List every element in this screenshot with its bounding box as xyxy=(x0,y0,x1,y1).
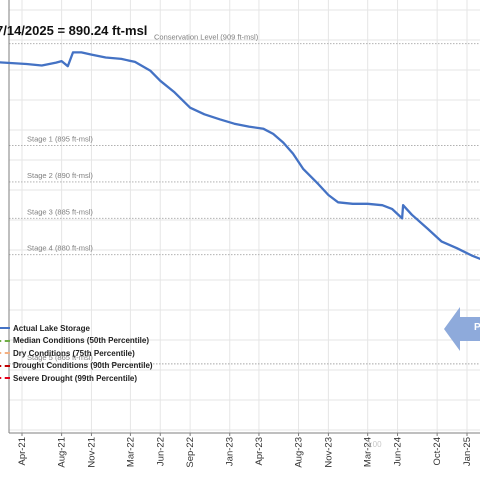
x-tick-label: Apr-21 xyxy=(17,437,28,466)
series-layer xyxy=(0,51,480,261)
watermark: 3:00 xyxy=(366,440,382,449)
legend-swatch-median xyxy=(0,339,10,342)
legend-swatch-drought xyxy=(0,364,10,367)
chart-title: 7/14/2025 = 890.24 ft-msl xyxy=(0,23,148,38)
x-tick-label: Mar-22 xyxy=(125,437,136,467)
reference-line-label: Stage 5 (865 ft-msl) xyxy=(27,353,93,362)
reference-line-label: Stage 4 (880 ft-msl) xyxy=(27,244,93,253)
x-tick-labels: Apr-21 Aug-21 Nov-21 Mar-22 Jun-22 Sep-22 Jan-… xyxy=(17,433,473,468)
x-tick-label: Sep-22 xyxy=(185,437,196,468)
axes xyxy=(8,0,480,434)
legend-item-severe: Severe Drought (99th Percentile) xyxy=(0,372,153,385)
x-tick-label: Aug-21 xyxy=(57,437,68,468)
reference-line-label: Stage 2 (890 ft-msl) xyxy=(27,171,93,180)
x-tick-label: Oct-24 xyxy=(432,437,443,466)
legend-label-actual: Actual Lake Storage xyxy=(13,323,90,333)
x-tick-label: Jun-22 xyxy=(155,437,166,466)
legend-swatch-actual xyxy=(0,327,10,330)
reference-line-label: Stage 3 (885 ft-msl) xyxy=(27,207,93,216)
x-tick-label: Jan-23 xyxy=(225,437,236,466)
reference-line-label: Stage 1 (895 ft-msl) xyxy=(27,135,93,144)
legend-item-median: Median Conditions (50th Percentile) xyxy=(0,335,153,348)
x-tick-label: Apr-23 xyxy=(254,437,265,466)
legend-swatch-dry xyxy=(0,352,10,355)
x-tick-label: Aug-23 xyxy=(294,437,305,468)
arrow-button-label: P xyxy=(474,322,480,333)
x-tick-label: Nov-21 xyxy=(86,437,97,468)
legend-label-severe: Severe Drought (99th Percentile) xyxy=(13,373,138,383)
legend-item-drought: Drought Conditions (90th Percentile) xyxy=(0,360,153,373)
legend-label-median: Median Conditions (50th Percentile) xyxy=(13,336,150,346)
series-line-actual-lake-storage xyxy=(0,51,480,261)
reference-line-label: Conservation Level (909 ft-msl) xyxy=(154,33,259,42)
x-tick-label: Jun-24 xyxy=(393,437,404,466)
x-tick-label: Nov-23 xyxy=(323,437,334,468)
x-tick-label: Jan-25 xyxy=(462,437,473,466)
gridlines xyxy=(9,0,480,433)
previous-arrow-button[interactable] xyxy=(444,307,480,351)
x-tick-label: Mar-24 xyxy=(363,437,374,467)
legend-item-dry: Dry Conditions (75th Percentile) xyxy=(0,347,153,360)
legend-label-drought: Drought Conditions (90th Percentile) xyxy=(13,361,153,371)
legend-label-dry: Dry Conditions (75th Percentile) xyxy=(13,348,135,358)
chart-legend: Actual Lake Storage Median Conditions (5… xyxy=(0,322,153,385)
legend-item-actual: Actual Lake Storage xyxy=(0,322,153,335)
legend-swatch-severe xyxy=(0,377,10,380)
arrow-left-icon xyxy=(444,307,480,351)
reference-lines: Conservation Level (909 ft-msl) Stage 1 (… xyxy=(9,33,480,365)
